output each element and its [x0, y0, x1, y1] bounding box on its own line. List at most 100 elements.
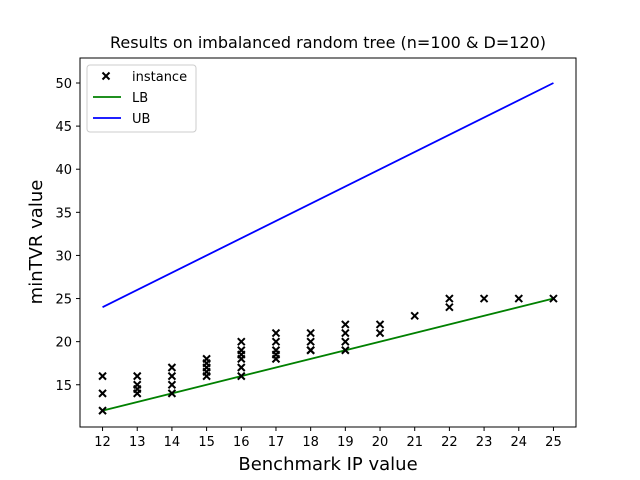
- scatter-point-stroke-b: [341, 320, 350, 329]
- y-axis: 15 20 25 30 35 40 45 50: [55, 77, 80, 394]
- scatter-point-stroke-b: [445, 302, 454, 312]
- scatter-point: [167, 371, 177, 381]
- x-tick-label: 20: [372, 435, 389, 450]
- series-line-lb: [102, 297, 554, 412]
- scatter-point: [341, 337, 350, 346]
- y-tick-label: 35: [55, 206, 72, 221]
- y-axis-title: minTVR value: [26, 180, 47, 305]
- scatter-point-stroke-b: [133, 371, 142, 381]
- legend-box: [86, 64, 197, 133]
- legend-label-lb: LB: [132, 91, 148, 106]
- scatter-point-stroke-b: [306, 328, 315, 338]
- x-tick-label: 21: [406, 435, 423, 450]
- scatter-point: [341, 320, 350, 329]
- scatter-point-stroke-b: [237, 371, 246, 381]
- x-tick-label: 12: [94, 435, 111, 450]
- scatter-point: [271, 328, 281, 338]
- x-axis-title: Benchmark IP value: [238, 454, 417, 475]
- scatter-point: [237, 363, 246, 372]
- scatter-point: [98, 371, 107, 381]
- scatter-point: [306, 337, 315, 346]
- scatter-point: [341, 346, 350, 355]
- plot-marks: [98, 82, 558, 415]
- scatter-point-stroke-b: [271, 337, 281, 346]
- scatter-point-stroke-b: [341, 337, 350, 346]
- scatter-point-stroke-b: [271, 328, 281, 338]
- scatter-point: [98, 389, 107, 398]
- scatter-point: [167, 363, 177, 372]
- scatter-point: [167, 380, 177, 389]
- scatter-point: [306, 346, 315, 355]
- scatter-point-stroke-b: [445, 294, 454, 303]
- series-line-ub: [102, 82, 554, 308]
- scatter-point: [202, 371, 211, 381]
- scatter-point-stroke-b: [479, 294, 489, 303]
- x-tick-label: 22: [441, 435, 458, 450]
- scatter-point: [237, 354, 246, 364]
- scatter-point-stroke-b: [202, 371, 211, 381]
- x-tick-label: 17: [268, 435, 285, 450]
- x-tick-label: 25: [545, 435, 562, 450]
- scatter-point: [514, 294, 523, 303]
- scatter-point-stroke-b: [549, 294, 558, 303]
- y-tick-label: 30: [55, 249, 72, 264]
- x-tick-label: 24: [510, 435, 527, 450]
- scatter-point-stroke-b: [167, 380, 177, 389]
- plot-area: [79, 57, 577, 428]
- legend-marker-instance: [101, 71, 111, 81]
- scatter-point: [98, 406, 107, 415]
- scatter-point: [445, 302, 454, 312]
- x-tick-label: 23: [476, 435, 493, 450]
- scatter-point-stroke-b: [237, 363, 246, 372]
- scatter-point-stroke-b: [341, 328, 350, 338]
- scatter-point-stroke-b: [167, 363, 177, 372]
- x-axis: 12 13 14 15 16 17 18 19 20 21 22 23 24 25: [94, 427, 562, 450]
- scatter-point-stroke-b: [306, 346, 315, 355]
- scatter-point: [237, 337, 246, 346]
- chart-title: Results on imbalanced random tree (n=100…: [110, 33, 546, 52]
- scatter-point-stroke-b: [341, 346, 350, 355]
- scatter-point-stroke-b: [133, 389, 142, 398]
- scatter-point: [133, 389, 142, 398]
- scatter-point: [445, 294, 454, 303]
- x-tick-label: 15: [198, 435, 215, 450]
- scatter-point-stroke-b: [410, 311, 419, 320]
- y-tick-label: 20: [55, 336, 72, 351]
- scatter-point-stroke-b: [98, 406, 107, 415]
- scatter-point: [133, 371, 142, 381]
- scatter-point: [271, 354, 281, 364]
- scatter-point: [341, 328, 350, 338]
- x-tick-label: 18: [302, 435, 319, 450]
- legend-label-ub: UB: [132, 112, 150, 127]
- y-tick-label: 40: [55, 163, 72, 178]
- scatter-point: [410, 311, 419, 320]
- y-tick-label: 45: [55, 120, 72, 135]
- scatter-point: [237, 371, 246, 381]
- scatter-point: [306, 328, 315, 338]
- scatter-point-stroke-b: [375, 320, 385, 329]
- scatter-point: [271, 337, 281, 346]
- legend: instance LB UB: [86, 64, 197, 133]
- scatter-point-stroke-b: [306, 337, 315, 346]
- y-tick-label: 50: [55, 77, 72, 92]
- legend-label-instance: instance: [132, 70, 187, 85]
- scatter-point: [167, 389, 177, 398]
- scatter-point: [479, 294, 489, 303]
- x-tick-label: 14: [164, 435, 181, 450]
- x-tick-label: 16: [233, 435, 250, 450]
- scatter-point-stroke-b: [98, 389, 107, 398]
- scatter-point: [375, 320, 385, 329]
- scatter-point-stroke-b: [167, 389, 177, 398]
- scatter-point-stroke-b: [98, 371, 107, 381]
- scatter-point: [375, 328, 385, 338]
- x-tick-label: 19: [337, 435, 354, 450]
- scatter-point-stroke-b: [271, 354, 281, 364]
- scatter-point-stroke-b: [237, 337, 246, 346]
- scatter-point: [549, 294, 558, 303]
- x-tick-label: 13: [129, 435, 146, 450]
- scatter-point-stroke-b: [237, 354, 246, 364]
- scatter-point-stroke-b: [167, 371, 177, 381]
- legend-marker-instance-stroke-b: [101, 71, 111, 81]
- y-tick-label: 25: [55, 293, 72, 308]
